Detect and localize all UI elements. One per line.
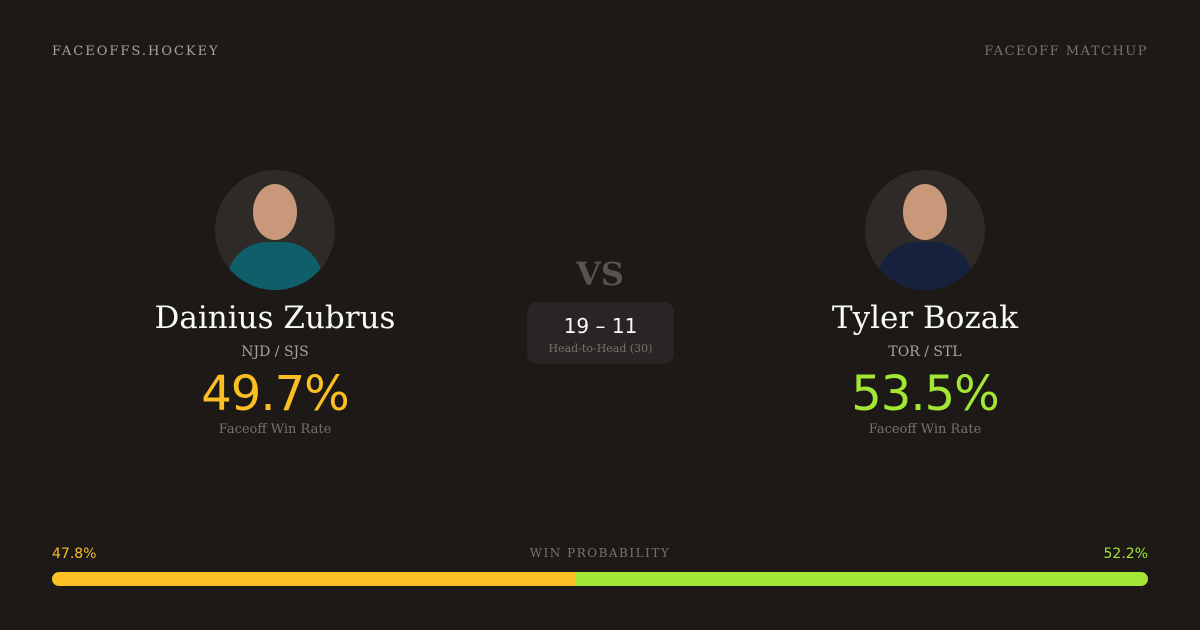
player1-probability: 47.8% [52, 546, 97, 562]
player1-win-rate: 49.7% [201, 366, 349, 422]
head-to-head-score: 19 – 11 [563, 314, 638, 338]
player2-probability-segment [575, 572, 1148, 586]
vs-label: VS [576, 255, 624, 293]
player2-win-rate: 53.5% [851, 366, 999, 422]
player2-win-rate-label: Faceoff Win Rate [868, 422, 982, 437]
head-to-head-box: 19 – 11 Head-to-Head (30) [527, 302, 674, 364]
player1-avatar [215, 170, 335, 290]
brand-logo: FACEOFFS.HOCKEY [52, 44, 220, 59]
player2-name: Tyler Bozak [831, 300, 1019, 336]
player1-probability-segment [52, 572, 576, 586]
player1-teams: NJD / SJS [241, 344, 309, 360]
page-tag: FACEOFF MATCHUP [984, 44, 1148, 59]
player2-avatar [865, 170, 985, 290]
player1-name: Dainius Zubrus [154, 300, 396, 336]
player1-win-rate-label: Faceoff Win Rate [218, 422, 332, 437]
player2-teams: TOR / STL [888, 344, 962, 360]
player2-probability: 52.2% [1103, 546, 1148, 562]
head-to-head-label: Head-to-Head (30) [548, 342, 653, 355]
win-probability-bar [52, 572, 1148, 586]
player2-card: Tyler Bozak TOR / STL 53.5% Faceoff Win … [755, 170, 1095, 437]
win-probability-label: WIN PROBABILITY [529, 546, 671, 560]
player1-card: Dainius Zubrus NJD / SJS 49.7% Faceoff W… [105, 170, 445, 437]
